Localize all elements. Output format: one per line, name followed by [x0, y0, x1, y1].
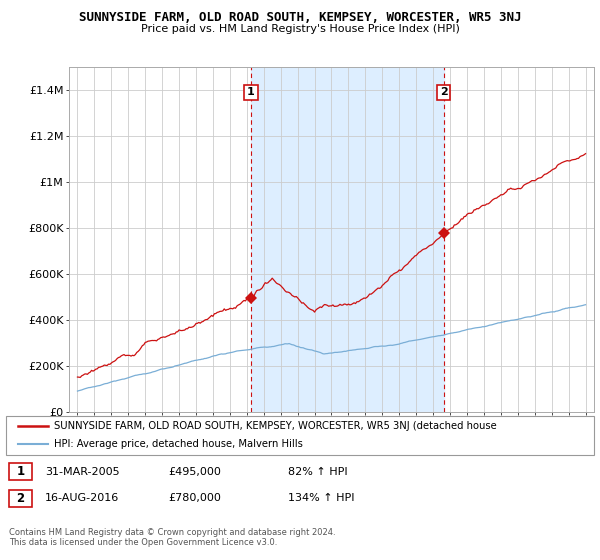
Text: 1: 1	[247, 87, 255, 97]
Text: SUNNYSIDE FARM, OLD ROAD SOUTH, KEMPSEY, WORCESTER, WR5 3NJ: SUNNYSIDE FARM, OLD ROAD SOUTH, KEMPSEY,…	[79, 11, 521, 24]
Text: 134% ↑ HPI: 134% ↑ HPI	[288, 493, 355, 503]
Bar	[251, 67, 443, 412]
Text: 31-MAR-2005: 31-MAR-2005	[45, 466, 119, 477]
Text: Contains HM Land Registry data © Crown copyright and database right 2024.
This d: Contains HM Land Registry data © Crown c…	[9, 528, 335, 547]
Text: 2: 2	[440, 87, 448, 97]
Text: HPI: Average price, detached house, Malvern Hills: HPI: Average price, detached house, Malv…	[54, 438, 303, 449]
Text: 16-AUG-2016: 16-AUG-2016	[45, 493, 119, 503]
Text: 82% ↑ HPI: 82% ↑ HPI	[288, 466, 347, 477]
Text: SUNNYSIDE FARM, OLD ROAD SOUTH, KEMPSEY, WORCESTER, WR5 3NJ (detached house: SUNNYSIDE FARM, OLD ROAD SOUTH, KEMPSEY,…	[54, 422, 497, 432]
Text: £495,000: £495,000	[168, 466, 221, 477]
Text: 1: 1	[16, 465, 25, 478]
Text: £780,000: £780,000	[168, 493, 221, 503]
Text: 2: 2	[16, 492, 25, 505]
Text: Price paid vs. HM Land Registry's House Price Index (HPI): Price paid vs. HM Land Registry's House …	[140, 24, 460, 34]
